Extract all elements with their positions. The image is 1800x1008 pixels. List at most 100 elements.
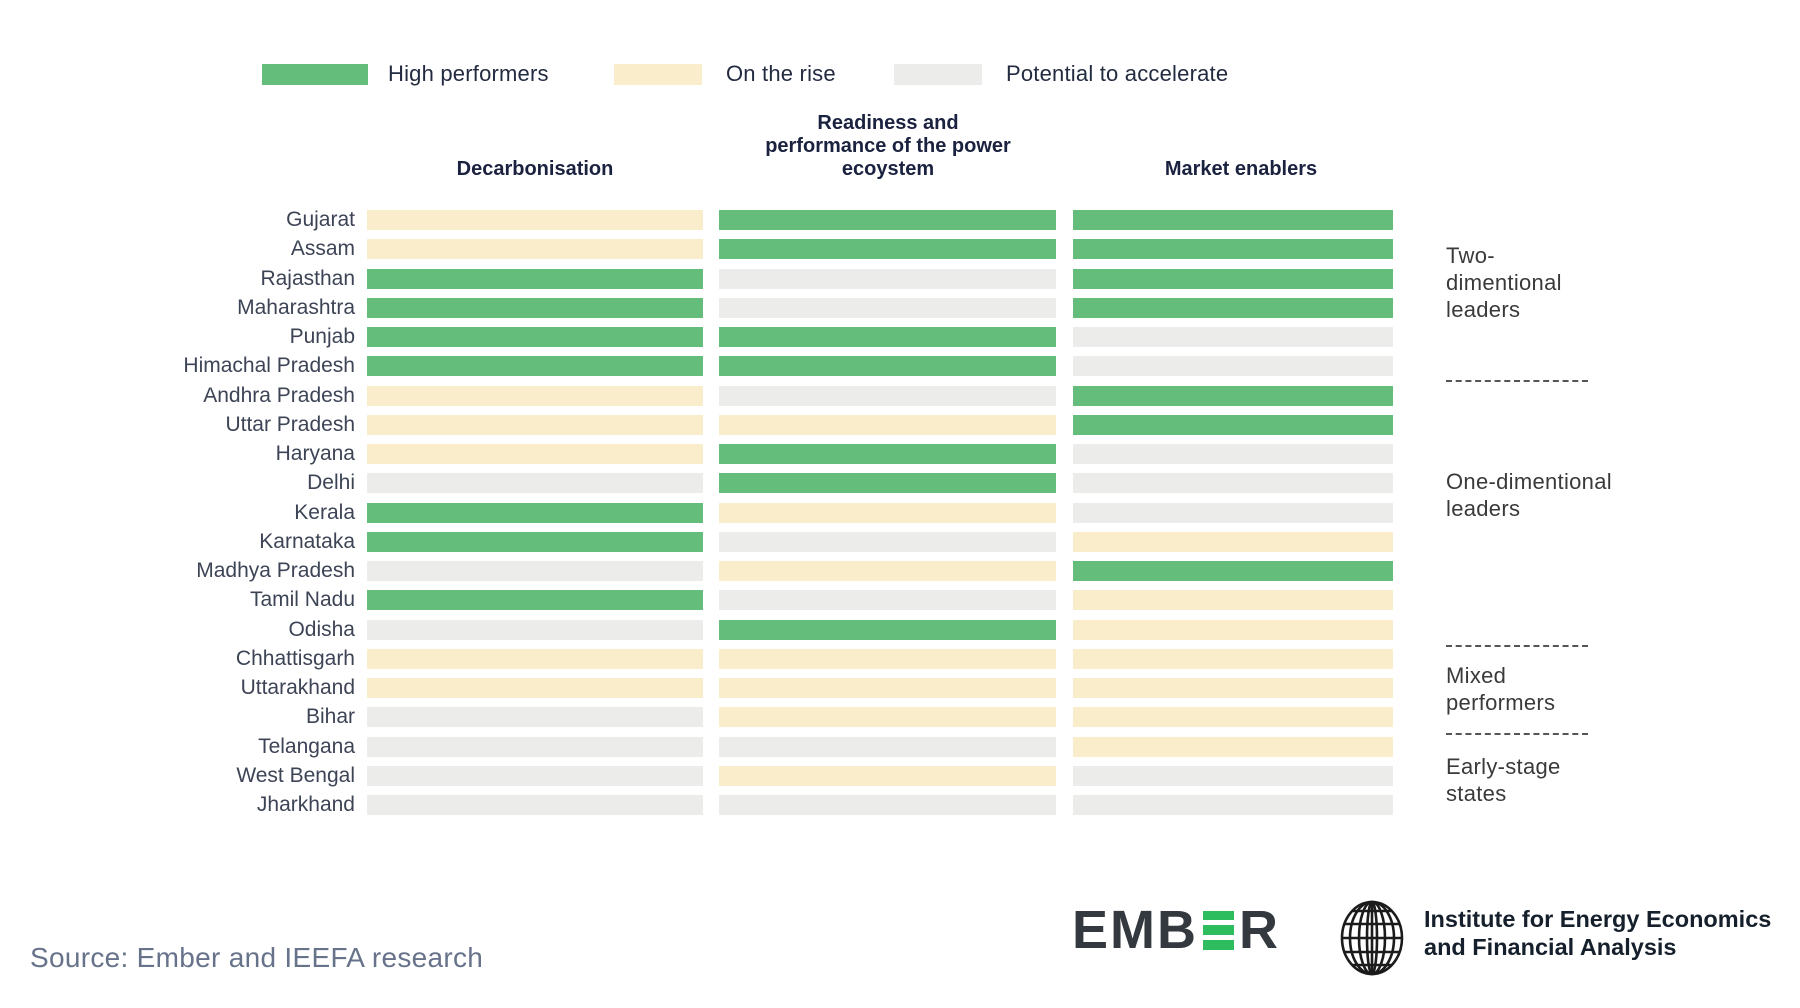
matrix-cell — [1073, 620, 1393, 640]
matrix-cell — [719, 532, 1056, 552]
matrix-cell — [367, 649, 703, 669]
state-label: Uttar Pradesh — [225, 413, 355, 436]
legend-swatch-green — [262, 63, 368, 85]
matrix-cell — [367, 473, 703, 493]
source-note: Source: Ember and IEEFA research — [30, 942, 484, 973]
matrix-cell — [367, 766, 703, 786]
matrix-cell — [367, 707, 703, 727]
matrix-cell — [1073, 766, 1393, 786]
state-label: Rajasthan — [260, 267, 355, 290]
column-header-decarbonisation: Decarbonisation — [456, 158, 614, 180]
group-label: Early-stage states — [1446, 754, 1561, 806]
matrix-cell — [719, 795, 1056, 815]
matrix-cell — [367, 298, 703, 318]
group-divider-dashed-line — [1446, 733, 1588, 735]
matrix-cell — [719, 239, 1056, 259]
matrix-cell — [367, 415, 703, 435]
matrix-cell — [1073, 649, 1393, 669]
matrix-cell — [719, 707, 1056, 727]
matrix-cell — [367, 503, 703, 523]
matrix-cell — [367, 678, 703, 698]
matrix-cell — [719, 590, 1056, 610]
matrix-cell — [719, 649, 1056, 669]
legend-label: On the rise — [726, 61, 836, 86]
matrix-cell — [1073, 298, 1393, 318]
legend-label: High performers — [388, 61, 549, 86]
state-label: Telangana — [258, 735, 355, 758]
legend-item-potential-to-accelerate: Potential to accelerate — [894, 61, 1229, 86]
matrix-cell — [1073, 590, 1393, 610]
ember-logo-text: R — [1239, 900, 1280, 960]
matrix-cell — [367, 210, 703, 230]
matrix-cell — [367, 444, 703, 464]
state-label: Maharashtra — [237, 296, 355, 319]
state-label: Delhi — [307, 471, 355, 494]
matrix-cell — [367, 356, 703, 376]
matrix-cell — [719, 415, 1056, 435]
state-label: West Bengal — [236, 764, 355, 787]
legend-item-high-performers: High performers — [262, 61, 549, 86]
matrix-cell — [1073, 415, 1393, 435]
legend-label: Potential to accelerate — [1006, 61, 1229, 86]
matrix-cell — [1073, 269, 1393, 289]
matrix-cell — [367, 532, 703, 552]
matrix-cell — [719, 356, 1056, 376]
matrix-cell — [1073, 444, 1393, 464]
legend-swatch-grey — [894, 63, 982, 85]
ember-logo-text: EMB — [1072, 900, 1198, 960]
matrix-cell — [719, 561, 1056, 581]
column-header-market-enablers: Market enablers — [1164, 158, 1318, 180]
state-label: Andhra Pradesh — [203, 384, 355, 407]
matrix-cell — [367, 239, 703, 259]
state-label: Jharkhand — [256, 793, 355, 816]
ember-green-e-icon — [1203, 910, 1234, 950]
matrix-cell — [367, 386, 703, 406]
state-label: Madhya Pradesh — [196, 559, 355, 582]
state-label: Haryana — [275, 442, 355, 465]
state-label: Assam — [290, 237, 355, 260]
matrix-cell — [1073, 210, 1393, 230]
group-label: Mixed performers — [1446, 663, 1556, 715]
matrix-cell — [1073, 239, 1393, 259]
matrix-cell — [719, 444, 1056, 464]
matrix-cell — [719, 503, 1056, 523]
column-header-readiness: Readiness and performance of the power e… — [765, 112, 1011, 180]
ieefa-globe-icon — [1340, 900, 1404, 976]
matrix-cell — [367, 795, 703, 815]
matrix-cell — [1073, 737, 1393, 757]
matrix-cell — [367, 269, 703, 289]
group-label: One-dimentional leaders — [1446, 469, 1612, 521]
matrix-cell — [1073, 386, 1393, 406]
matrix-cell — [1073, 473, 1393, 493]
state-label: Himachal Pradesh — [183, 354, 355, 377]
state-label: Uttarakhand — [240, 676, 355, 699]
matrix-cell — [1073, 503, 1393, 523]
legend-item-on-the-rise: On the rise — [614, 61, 836, 86]
legend-swatch-cream — [614, 63, 702, 85]
ieefa-logo-text: Institute for Energy Economics and Finan… — [1424, 906, 1772, 960]
matrix-cell — [719, 473, 1056, 493]
matrix-cell — [719, 620, 1056, 640]
matrix-cell — [719, 386, 1056, 406]
matrix-cell — [719, 210, 1056, 230]
matrix-cell — [719, 737, 1056, 757]
matrix-cell — [719, 269, 1056, 289]
state-label: Karnataka — [259, 530, 355, 553]
matrix-cell — [1073, 795, 1393, 815]
group-divider-dashed-line — [1446, 645, 1588, 647]
state-label: Punjab — [289, 325, 355, 348]
matrix-cell — [1073, 561, 1393, 581]
matrix-cell — [1073, 532, 1393, 552]
ember-logo: EMB R — [1072, 899, 1280, 961]
matrix-cell — [1073, 327, 1393, 347]
state-label: Kerala — [294, 501, 355, 524]
matrix-cell — [367, 737, 703, 757]
group-divider-dashed-line — [1446, 380, 1588, 382]
matrix-cell — [719, 766, 1056, 786]
matrix-cell — [367, 327, 703, 347]
state-label: Odisha — [288, 618, 355, 641]
matrix-cell — [719, 327, 1056, 347]
matrix-cell — [1073, 707, 1393, 727]
matrix-cell — [367, 590, 703, 610]
